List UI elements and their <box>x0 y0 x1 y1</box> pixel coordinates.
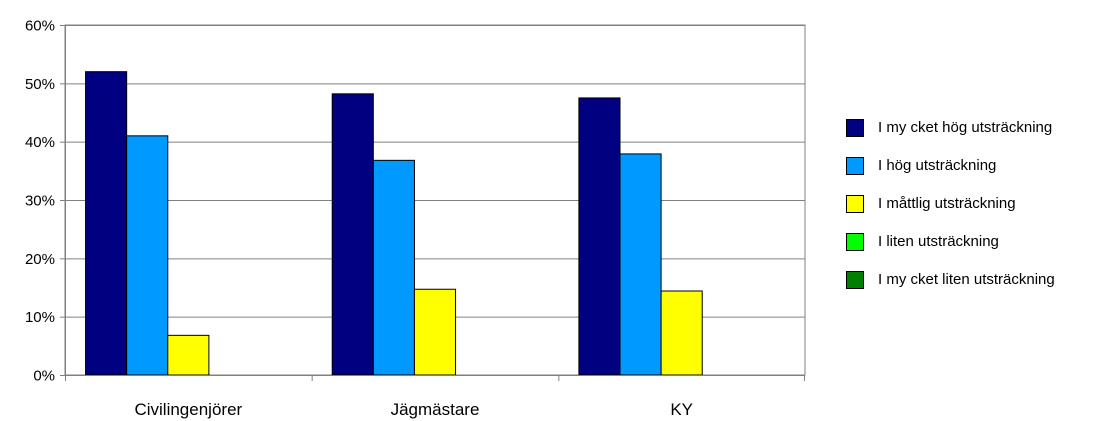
bar <box>331 93 374 376</box>
legend-swatch <box>846 118 864 137</box>
bar <box>578 97 621 376</box>
bar <box>85 71 128 376</box>
legend-swatch <box>846 156 864 175</box>
bar <box>619 153 662 376</box>
bar <box>126 135 169 376</box>
bar <box>660 290 703 376</box>
bar <box>372 159 415 376</box>
bars <box>85 71 703 376</box>
y-tick-label: 50% <box>25 76 55 93</box>
axis-labels: 0% 10% 20% 30% 40% 50% 60% Civilingenjörer Jägmä… <box>25 18 693 420</box>
x-category-label: Civilingenjörer <box>134 400 242 419</box>
y-tick-label: 40% <box>25 134 55 151</box>
bar-chart: 0% 10% 20% 30% 40% 50% 60% Civilingenjörer Jägmä… <box>25 18 806 420</box>
y-tick-label: 0% <box>33 368 55 385</box>
y-tick-label: 60% <box>25 18 55 35</box>
legend-swatch <box>846 194 864 213</box>
x-category-label: KY <box>670 400 693 419</box>
y-tick-label: 30% <box>25 193 55 210</box>
legend-item: I hög utsträckning <box>846 156 1055 175</box>
legend-item: I liten utsträckning <box>846 232 1055 251</box>
legend-label: I my cket hög utsträckning <box>878 119 1053 136</box>
legend-swatch <box>846 270 864 289</box>
legend-label: I måttlig utsträckning <box>878 195 1016 212</box>
legend-item: I my cket hög utsträckning <box>846 118 1055 137</box>
legend-label: I hög utsträckning <box>878 157 997 174</box>
legend-label: I my cket liten utsträckning <box>878 271 1055 288</box>
legend-swatch <box>846 232 864 251</box>
chart-legend: I my cket hög utsträckning I hög utsträck… <box>846 118 1055 308</box>
axes <box>60 25 805 381</box>
x-category-label: Jägmästare <box>391 400 480 419</box>
bar <box>167 334 210 376</box>
legend-item: I måttlig utsträckning <box>846 194 1055 213</box>
legend-label: I liten utsträckning <box>878 233 999 250</box>
bar <box>413 288 457 376</box>
y-tick-label: 10% <box>25 309 55 326</box>
legend-item: I my cket liten utsträckning <box>846 270 1055 289</box>
y-tick-label: 20% <box>25 251 55 268</box>
